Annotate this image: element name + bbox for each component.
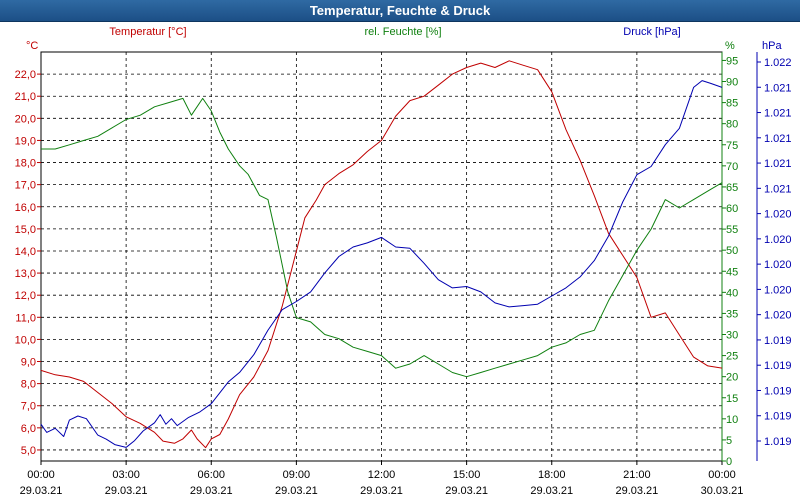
temp-tick-label: 16,0: [15, 202, 36, 214]
humidity-tick-label: 25: [726, 351, 738, 363]
humidity-tick-label: 30: [726, 330, 738, 342]
humidity-tick-label: 65: [726, 182, 738, 194]
x-tick-label-date: 29.03.21: [615, 485, 658, 497]
x-tick-label-time: 00:00: [708, 469, 736, 481]
humidity-unit-label: %: [725, 40, 735, 52]
x-tick-label-date: 30.03.21: [701, 485, 744, 497]
humidity-tick-label: 35: [726, 308, 738, 320]
temp-tick-label: 10,0: [15, 334, 36, 346]
pressure-tick-label: 1.019: [764, 385, 792, 397]
humidity-tick-label: 55: [726, 224, 738, 236]
temp-tick-label: 20,0: [15, 113, 36, 125]
temp-tick-label: 18,0: [15, 158, 36, 170]
pressure-tick-label: 1.020: [764, 234, 792, 246]
x-tick-label-time: 06:00: [197, 469, 225, 481]
x-tick-label-time: 03:00: [112, 469, 140, 481]
x-tick-label-date: 29.03.21: [20, 485, 63, 497]
humidity-tick-label: 80: [726, 119, 738, 131]
pressure-tick-label: 1.020: [764, 284, 792, 296]
humidity-tick-label: 10: [726, 414, 738, 426]
pressure-tick-label: 1.019: [764, 360, 792, 372]
x-tick-label-time: 15:00: [453, 469, 481, 481]
temp-tick-label: 11,0: [15, 312, 36, 324]
pressure-tick-label: 1.021: [764, 133, 792, 145]
window-title: Temperatur, Feuchte & Druck: [0, 0, 800, 22]
x-tick-label-time: 12:00: [368, 469, 396, 481]
pressure-tick-label: 1.020: [764, 209, 792, 221]
humidity-tick-label: 90: [726, 77, 738, 89]
temp-tick-label: 7,0: [21, 401, 36, 413]
x-tick-label-time: 00:00: [27, 469, 55, 481]
x-tick-label-date: 29.03.21: [445, 485, 488, 497]
temp-tick-label: 13,0: [15, 268, 36, 280]
temp-tick-label: 17,0: [15, 180, 36, 192]
x-tick-label-date: 29.03.21: [530, 485, 573, 497]
pressure-tick-label: 1.020: [764, 259, 792, 271]
temp-tick-label: 22,0: [15, 69, 36, 81]
x-tick-label-time: 18:00: [538, 469, 566, 481]
temp-axis-title: Temperatur [°C]: [109, 26, 186, 38]
temp-tick-label: 5,0: [21, 445, 36, 457]
pressure-unit-label: hPa: [762, 40, 782, 52]
pressure-tick-label: 1.019: [764, 411, 792, 423]
pressure-tick-label: 1.021: [764, 82, 792, 94]
pressure-tick-label: 1.021: [764, 183, 792, 195]
pressure-tick-label: 1.021: [764, 158, 792, 170]
x-tick-label-date: 29.03.21: [275, 485, 318, 497]
humidity-tick-label: 15: [726, 393, 738, 405]
x-tick-label-time: 09:00: [283, 469, 311, 481]
pressure-line: [40, 80, 723, 448]
humidity-tick-label: 95: [726, 55, 738, 67]
temperature-line: [40, 60, 723, 449]
pressure-tick-label: 1.019: [764, 436, 792, 448]
humidity-tick-label: 0: [726, 456, 732, 468]
temp-tick-label: 12,0: [15, 290, 36, 302]
humidity-tick-label: 50: [726, 245, 738, 257]
pressure-tick-label: 1.021: [764, 108, 792, 120]
temp-unit-label: °C: [26, 40, 38, 52]
humidity-tick-label: 45: [726, 266, 738, 278]
pressure-axis-title: Druck [hPa]: [623, 26, 680, 38]
humidity-tick-label: 60: [726, 203, 738, 215]
temp-tick-label: 19,0: [15, 135, 36, 147]
humidity-axis-title: rel. Feuchte [%]: [364, 26, 441, 38]
temp-tick-label: 15,0: [15, 224, 36, 236]
temp-tick-label: 6,0: [21, 423, 36, 435]
temp-tick-label: 21,0: [15, 91, 36, 103]
humidity-tick-label: 5: [726, 435, 732, 447]
x-tick-label-date: 29.03.21: [190, 485, 233, 497]
humidity-tick-label: 85: [726, 98, 738, 110]
temp-tick-label: 9,0: [21, 357, 36, 369]
humidity-tick-label: 40: [726, 287, 738, 299]
temp-tick-label: 8,0: [21, 379, 36, 391]
x-tick-label-date: 29.03.21: [105, 485, 148, 497]
humidity-tick-label: 70: [726, 161, 738, 173]
pressure-tick-label: 1.019: [764, 335, 792, 347]
temp-tick-label: 14,0: [15, 246, 36, 258]
humidity-tick-label: 75: [726, 140, 738, 152]
humidity-tick-label: 20: [726, 372, 738, 384]
x-tick-label-time: 21:00: [623, 469, 651, 481]
humidity-line: [41, 97, 723, 378]
pressure-tick-label: 1.020: [764, 310, 792, 322]
pressure-tick-label: 1.022: [764, 57, 792, 69]
x-tick-label-date: 29.03.21: [360, 485, 403, 497]
